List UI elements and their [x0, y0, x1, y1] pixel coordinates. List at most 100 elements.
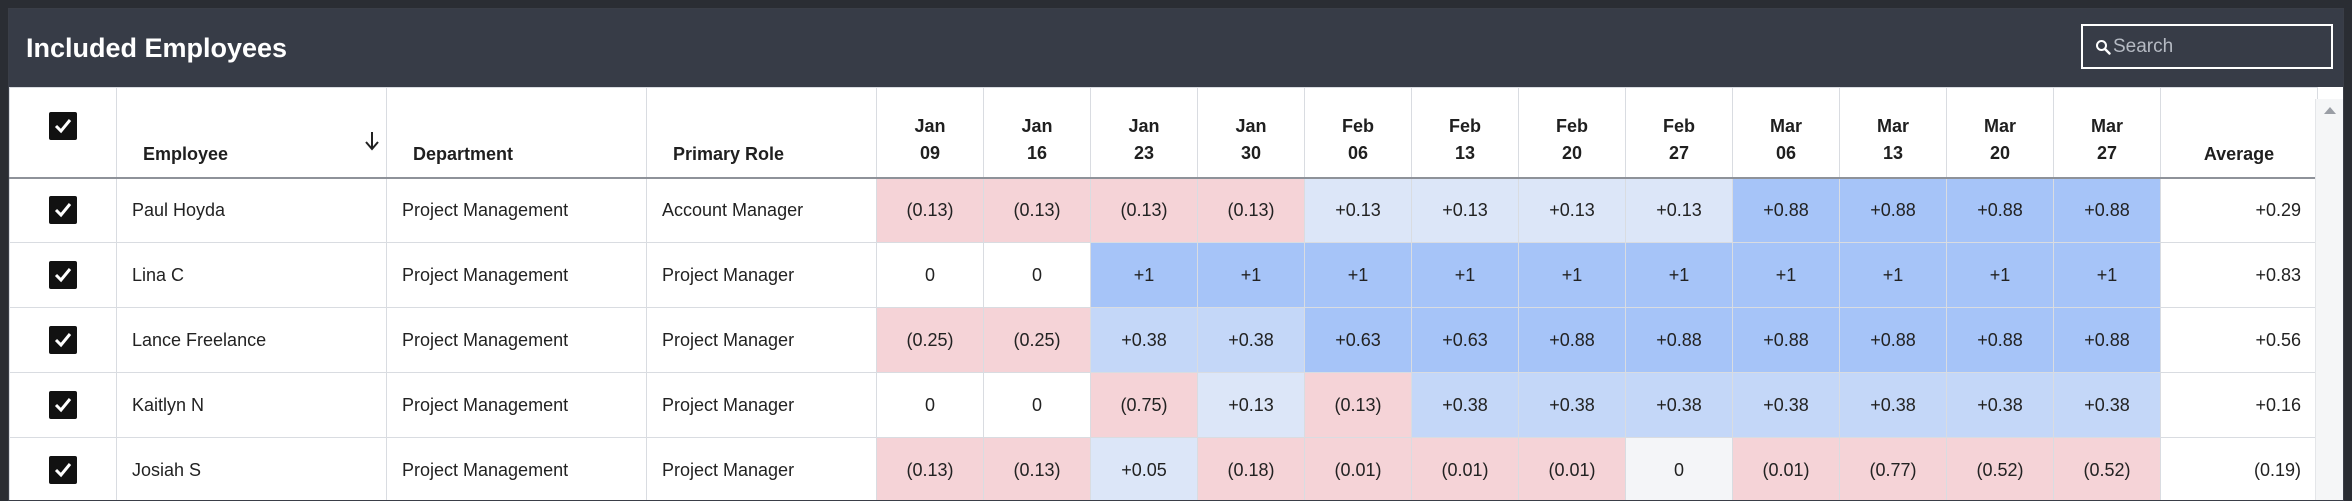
date-month: Mar [2090, 115, 2123, 136]
column-header-date[interactable]: Jan 30 [1197, 87, 1305, 179]
column-header-date[interactable]: Mar 13 [1839, 87, 1947, 179]
column-header-date[interactable]: Feb 13 [1411, 87, 1519, 179]
date-month: Jan [1235, 115, 1267, 136]
column-header-date[interactable]: Feb 06 [1304, 87, 1412, 179]
week-value-cell: (0.13) [876, 437, 984, 500]
week-value-cell: +0.88 [1732, 177, 1840, 243]
average-cell: +0.56 [2160, 307, 2318, 373]
week-value-cell: +0.38 [1411, 372, 1519, 438]
row-select-cell [9, 437, 117, 500]
date-day: 06 [1347, 142, 1369, 163]
column-header-date[interactable]: Jan 09 [876, 87, 984, 179]
column-header-date[interactable]: Feb 27 [1625, 87, 1733, 179]
search-input[interactable] [2113, 30, 2323, 64]
week-value-cell: +0.88 [2053, 177, 2161, 243]
panel-title: Included Employees [26, 33, 288, 63]
sort-down-arrow-icon[interactable] [363, 130, 381, 152]
week-value-cell: +1 [1518, 242, 1626, 308]
primary-role-cell: Project Manager [646, 307, 877, 373]
week-value-cell: +0.38 [1839, 372, 1947, 438]
week-value-cell: (0.13) [983, 437, 1091, 500]
week-value-cell: +1 [1197, 242, 1305, 308]
search-icon [2096, 40, 2111, 55]
week-value-cell: +0.63 [1304, 307, 1412, 373]
week-value-cell: 0 [983, 372, 1091, 438]
department-cell: Project Management [386, 437, 647, 500]
week-value-cell: +1 [1625, 242, 1733, 308]
week-value-cell: +0.38 [1090, 307, 1198, 373]
row-checkbox[interactable] [49, 456, 77, 484]
checkmark-icon [54, 463, 72, 478]
column-header-date[interactable]: Mar 20 [1946, 87, 2054, 179]
row-checkbox[interactable] [49, 326, 77, 354]
date-month: Feb [1341, 115, 1374, 136]
select-all-checkbox[interactable] [49, 112, 77, 141]
column-header-date[interactable]: Feb 20 [1518, 87, 1626, 179]
date-month: Jan [914, 115, 946, 136]
week-value-cell: +1 [1946, 242, 2054, 308]
week-value-cell: (0.25) [876, 307, 984, 373]
week-value-cell: +0.13 [1304, 177, 1412, 243]
row-checkbox[interactable] [49, 196, 77, 225]
column-header-date[interactable]: Mar 06 [1732, 87, 1840, 179]
week-value-cell: (0.75) [1090, 372, 1198, 438]
column-header-date[interactable]: Jan 23 [1090, 87, 1198, 179]
table-row[interactable]: Kaitlyn N Project Management Project Manag… [9, 372, 2318, 438]
week-value-cell: (0.18) [1197, 437, 1305, 500]
department-cell: Project Management [386, 242, 647, 308]
week-value-cell: +0.88 [1839, 307, 1947, 373]
vertical-scrollbar[interactable] [2315, 99, 2343, 500]
week-value-cell: (0.01) [1411, 437, 1519, 500]
employee-cell: Paul Hoyda [116, 177, 387, 243]
week-value-cell: +1 [1304, 242, 1412, 308]
week-value-cell: +0.13 [1625, 177, 1733, 243]
scroll-up-arrow-icon[interactable] [2324, 107, 2336, 114]
column-header-employee-label: Employee [143, 143, 229, 164]
week-value-cell: +1 [1839, 242, 1947, 308]
date-day: 20 [1561, 142, 1583, 163]
employee-cell: Lance Freelance [116, 307, 387, 373]
table-body: Paul Hoyda Project Management Account Mana… [9, 177, 2318, 500]
date-day: 20 [1989, 142, 2011, 163]
week-value-cell: (0.13) [1304, 372, 1412, 438]
date-day: 06 [1775, 142, 1797, 163]
week-value-cell: (0.13) [983, 177, 1091, 243]
department-cell: Project Management [386, 307, 647, 373]
week-value-cell: 0 [983, 242, 1091, 308]
row-select-cell [9, 242, 117, 308]
week-value-cell: +0.88 [1518, 307, 1626, 373]
column-header-employee[interactable]: Employee [116, 87, 387, 179]
employee-cell: Josiah S [116, 437, 387, 500]
department-cell: Project Management [386, 177, 647, 243]
column-header-date[interactable]: Mar 27 [2053, 87, 2161, 179]
column-header-department-label: Department [413, 143, 514, 164]
week-value-cell: +0.05 [1090, 437, 1198, 500]
employees-table: Employee Department Primary Role Jan 09 J… [9, 87, 2318, 500]
date-month: Jan [1021, 115, 1053, 136]
week-value-cell: (0.77) [1839, 437, 1947, 500]
row-checkbox[interactable] [49, 391, 77, 419]
column-header-primary-role-label: Primary Role [673, 143, 785, 164]
column-header-date[interactable]: Jan 16 [983, 87, 1091, 179]
table-row[interactable]: Lina C Project Management Project Manager 0… [9, 242, 2318, 308]
week-value-cell: +0.63 [1411, 307, 1519, 373]
column-header-primary-role[interactable]: Primary Role [646, 87, 877, 179]
row-select-cell [9, 177, 117, 243]
week-value-cell: +0.88 [1946, 307, 2054, 373]
employee-cell: Lina C [116, 242, 387, 308]
row-checkbox[interactable] [49, 261, 77, 289]
table-row[interactable]: Paul Hoyda Project Management Account Mana… [9, 177, 2318, 243]
search-box[interactable] [2081, 24, 2333, 69]
date-day: 23 [1133, 142, 1155, 163]
date-month: Mar [1769, 115, 1802, 136]
table-row[interactable]: Lance Freelance Project Management Project… [9, 307, 2318, 373]
row-select-cell [9, 372, 117, 438]
week-value-cell: 0 [1625, 437, 1733, 500]
week-value-cell: (0.52) [1946, 437, 2054, 500]
date-day: 30 [1240, 142, 1262, 163]
column-header-department[interactable]: Department [386, 87, 647, 179]
column-header-average[interactable]: Average [2160, 87, 2318, 179]
table-row[interactable]: Josiah S Project Management Project Manage… [9, 437, 2318, 500]
primary-role-cell: Project Manager [646, 242, 877, 308]
panel-header: Included Employees [9, 9, 2343, 87]
